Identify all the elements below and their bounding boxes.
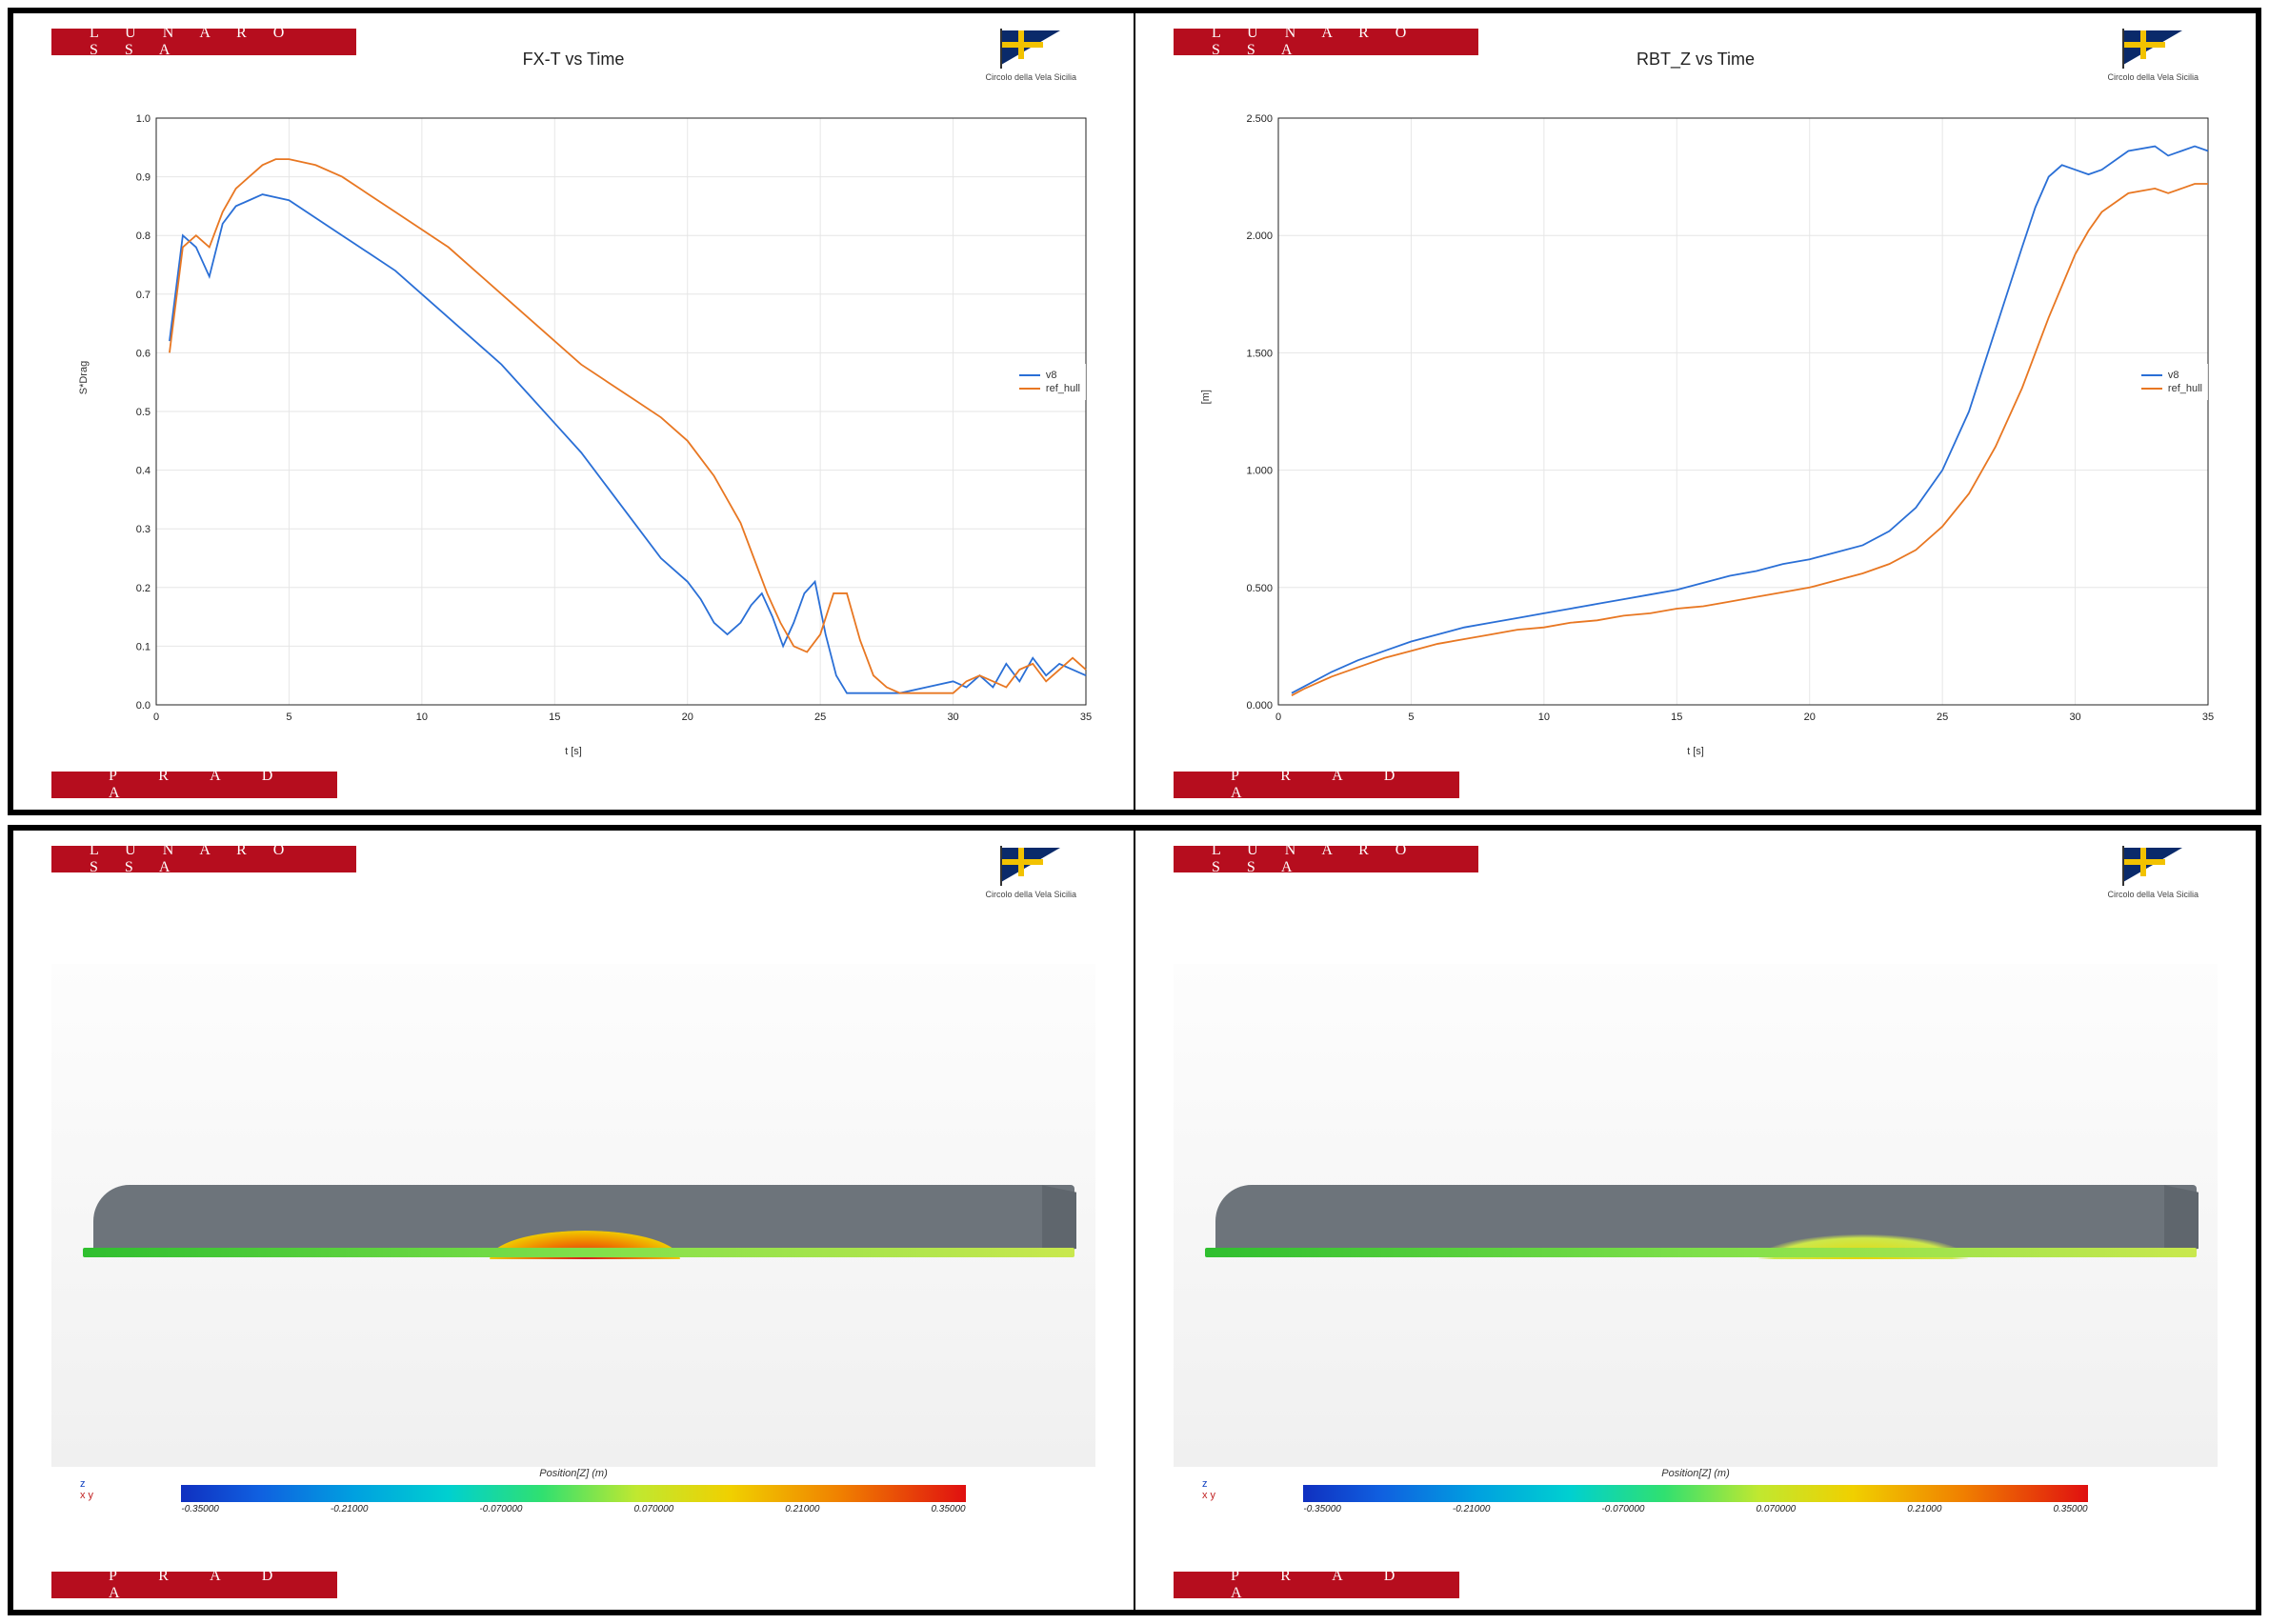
color-scale: Position[Z] (m) -0.35000-0.21000-0.07000… [1303, 1468, 2087, 1514]
line-chart-svg: 0.0 0.1 0.2 0.3 0.4 0.5 0.6 0.7 0.8 0.9 1.0 0 5 10 15 2… [118, 109, 1095, 733]
free-surface [83, 1248, 1074, 1257]
svg-text:15: 15 [549, 712, 560, 723]
cfd-render [51, 964, 1095, 1467]
prada-banner: P R A D A [1174, 772, 1459, 798]
svg-text:10: 10 [416, 712, 428, 723]
prada-banner: P R A D A [51, 772, 337, 798]
bottom-row: L U N A R O S S A Circolo della Vela Sic… [8, 825, 2261, 1615]
svg-text:1.0: 1.0 [136, 113, 151, 125]
y-axis-label: S*Drag [78, 361, 90, 394]
svg-text:0.000: 0.000 [1246, 700, 1273, 712]
free-surface [1205, 1248, 2197, 1257]
svg-text:10: 10 [1538, 712, 1550, 723]
logo-caption: Circolo della Vela Sicilia [985, 72, 1076, 82]
figure-grid: L U N A R O S S A Circolo della Vela Sic… [0, 0, 2269, 1624]
svg-text:30: 30 [2069, 712, 2080, 723]
svg-text:0.8: 0.8 [136, 231, 151, 242]
svg-text:0.4: 0.4 [136, 466, 151, 477]
club-logo: Circolo della Vela Sicilia [985, 842, 1076, 899]
luna-rossa-banner: L U N A R O S S A [1174, 29, 1478, 55]
svg-text:0.2: 0.2 [136, 583, 151, 594]
cfd-render [1174, 964, 2218, 1467]
svg-text:2.000: 2.000 [1246, 231, 1273, 242]
y-axis-label: [m] [1200, 390, 1212, 404]
club-logo: Circolo della Vela Sicilia [985, 25, 1076, 82]
scale-ticks: -0.35000-0.21000-0.0700000.0700000.21000… [181, 1504, 965, 1514]
svg-text:35: 35 [1080, 712, 1092, 723]
svg-text:25: 25 [814, 712, 826, 723]
x-axis-label: t [s] [565, 746, 582, 757]
scale-bar [181, 1485, 965, 1502]
scale-ticks: -0.35000-0.21000-0.0700000.0700000.21000… [1303, 1504, 2087, 1514]
svg-text:0: 0 [153, 712, 159, 723]
chart-panel-rbtz: L U N A R O S S A Circolo della Vela Sic… [1135, 13, 2256, 810]
line-chart-svg: 0.000 0.500 1.000 1.500 2.000 2.500 0 5 10 15 20 25… [1240, 109, 2218, 733]
luna-rossa-banner: L U N A R O S S A [51, 29, 356, 55]
svg-text:0.0: 0.0 [136, 700, 151, 712]
burgee-icon [997, 842, 1064, 888]
club-logo: Circolo della Vela Sicilia [2107, 842, 2199, 899]
svg-text:0.3: 0.3 [136, 524, 151, 535]
logo-caption: Circolo della Vela Sicilia [2107, 890, 2199, 899]
burgee-icon [997, 25, 1064, 70]
chart-plot-area: 0.0 0.1 0.2 0.3 0.4 0.5 0.6 0.7 0.8 0.9 1.0 0 5 10 15 2… [118, 109, 1095, 733]
cfd-panel-right: L U N A R O S S A Circolo della Vela Sic… [1135, 831, 2256, 1610]
svg-text:0.7: 0.7 [136, 290, 151, 301]
chart-legend: v8ref_hull [1014, 364, 1086, 400]
svg-text:30: 30 [947, 712, 958, 723]
axis-triad-icon: z x y [80, 1479, 93, 1501]
logo-caption: Circolo della Vela Sicilia [985, 890, 1076, 899]
svg-text:0.1: 0.1 [136, 641, 151, 652]
chart-legend: v8ref_hull [2136, 364, 2208, 400]
club-logo: Circolo della Vela Sicilia [2107, 25, 2199, 82]
luna-rossa-banner: L U N A R O S S A [51, 846, 356, 872]
svg-text:2.500: 2.500 [1246, 113, 1273, 125]
scale-bar [1303, 1485, 2087, 1502]
svg-text:0: 0 [1275, 712, 1281, 723]
svg-text:1.500: 1.500 [1246, 348, 1273, 359]
svg-text:0.500: 0.500 [1246, 583, 1273, 594]
burgee-icon [2119, 25, 2186, 70]
prada-banner: P R A D A [1174, 1572, 1459, 1598]
logo-caption: Circolo della Vela Sicilia [2107, 72, 2199, 82]
svg-text:20: 20 [682, 712, 693, 723]
color-scale: Position[Z] (m) -0.35000-0.21000-0.07000… [181, 1468, 965, 1514]
burgee-icon [2119, 842, 2186, 888]
cfd-panel-left: L U N A R O S S A Circolo della Vela Sic… [13, 831, 1135, 1610]
svg-text:1.000: 1.000 [1246, 466, 1273, 477]
svg-text:5: 5 [1408, 712, 1414, 723]
prada-banner: P R A D A [51, 1572, 337, 1598]
svg-text:0.6: 0.6 [136, 348, 151, 359]
top-row: L U N A R O S S A Circolo della Vela Sic… [8, 8, 2261, 815]
axis-triad-icon: z x y [1202, 1479, 1215, 1501]
svg-text:15: 15 [1671, 712, 1682, 723]
svg-text:35: 35 [2202, 712, 2214, 723]
svg-text:5: 5 [286, 712, 291, 723]
chart-panel-fx: L U N A R O S S A Circolo della Vela Sic… [13, 13, 1135, 810]
scale-title: Position[Z] (m) [181, 1468, 965, 1479]
luna-rossa-banner: L U N A R O S S A [1174, 846, 1478, 872]
svg-text:0.5: 0.5 [136, 407, 151, 418]
x-axis-label: t [s] [1687, 746, 1704, 757]
hull-shape [1215, 1185, 2197, 1255]
svg-text:20: 20 [1804, 712, 1816, 723]
chart-plot-area: 0.000 0.500 1.000 1.500 2.000 2.500 0 5 10 15 20 25… [1240, 109, 2218, 733]
svg-text:0.9: 0.9 [136, 172, 151, 184]
svg-text:25: 25 [1937, 712, 1948, 723]
scale-title: Position[Z] (m) [1303, 1468, 2087, 1479]
